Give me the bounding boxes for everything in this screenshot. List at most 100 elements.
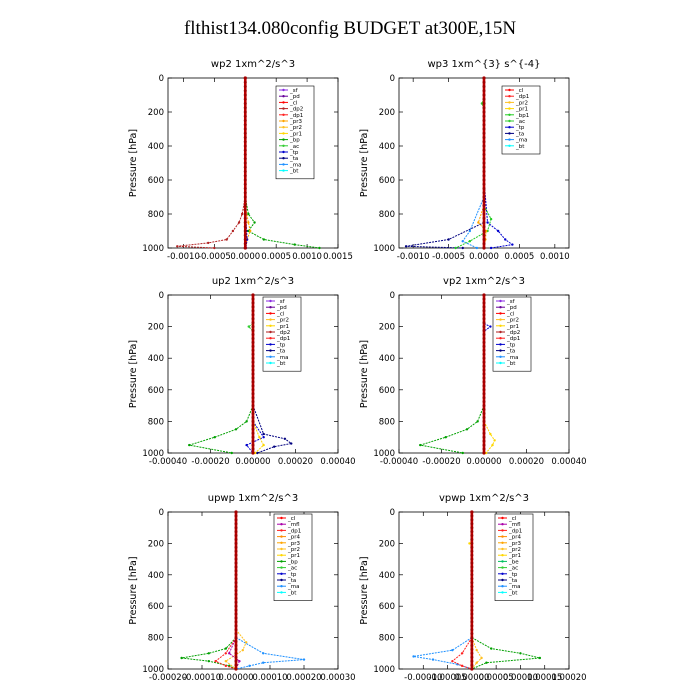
data-point (470, 577, 474, 581)
legend-marker (499, 343, 502, 346)
data-point (180, 656, 183, 660)
data-point (249, 229, 252, 233)
data-point (225, 238, 228, 241)
legend-label: _pr3 (289, 119, 303, 125)
data-point (243, 127, 247, 131)
data-point (504, 238, 507, 241)
data-point (470, 596, 474, 600)
legend-label: _pr1 (287, 553, 300, 559)
data-point (251, 451, 255, 455)
y-tick-label: 600 (379, 176, 395, 186)
data-point (482, 242, 486, 246)
x-tick-label: -0.00020 (191, 457, 229, 467)
data-point (482, 144, 486, 148)
legend-label: _dp2 (276, 330, 290, 336)
x-tick-label: 0.00020 (286, 673, 321, 683)
legend-label: _ta (508, 578, 517, 584)
data-point (234, 596, 238, 600)
data-point (243, 89, 247, 93)
data-point (404, 245, 408, 248)
data-point (234, 534, 238, 538)
legend-label: _bt (287, 590, 297, 596)
data-point (482, 102, 486, 105)
legend-marker (508, 101, 511, 104)
data-point (243, 157, 247, 161)
y-axis-label: Pressure [hPa] (359, 340, 370, 408)
legend-marker (282, 138, 285, 141)
data-point (489, 432, 492, 436)
legend-label: _pr1 (508, 553, 521, 559)
legend-label: _pd (276, 305, 287, 311)
data-point (465, 428, 469, 431)
data-point (234, 553, 238, 557)
legend-label: _pd (289, 94, 300, 100)
y-tick-label: 0 (390, 74, 395, 84)
data-point (243, 93, 247, 97)
data-point (470, 624, 474, 628)
legend-marker (499, 355, 502, 358)
data-point (234, 608, 238, 612)
data-point (251, 431, 255, 435)
y-tick-label: 400 (148, 571, 164, 581)
legend-label: _ma (506, 355, 518, 361)
figure-title: flthist134.080config BUDGET at300E,15N (183, 18, 517, 39)
data-point (243, 136, 247, 139)
x-tick-label: -0.00040 (149, 457, 187, 467)
panel-title: wp3 1xm^{3} s^{-4} (427, 59, 540, 70)
series-line-pr1 (252, 421, 265, 454)
x-tick-label: -0.00020 (422, 457, 460, 467)
legend-marker (282, 126, 285, 129)
x-tick-label: 0.0010 (292, 252, 322, 262)
data-point (482, 435, 486, 439)
legend-marker (499, 337, 502, 340)
data-point (243, 153, 247, 156)
data-point (482, 165, 486, 169)
data-point (243, 199, 247, 203)
legend-marker (508, 95, 511, 98)
legend-marker (499, 361, 502, 365)
data-point (251, 368, 255, 372)
data-point (470, 608, 474, 612)
data-point (460, 652, 464, 655)
y-tick-label: 600 (148, 386, 164, 396)
data-point (482, 199, 486, 203)
data-point (251, 301, 255, 305)
legend-marker (269, 299, 272, 303)
legend-marker (501, 529, 504, 532)
x-tick-label: 0.0005 (505, 252, 535, 262)
data-point (482, 161, 486, 165)
legend-label: _cl (515, 88, 524, 94)
data-point (482, 344, 486, 348)
data-point (251, 435, 255, 439)
data-point (470, 522, 474, 526)
data-point (243, 246, 247, 250)
data-point (461, 246, 464, 250)
legend-label: _ac (289, 144, 299, 150)
data-point (482, 136, 486, 139)
legend-marker (501, 560, 504, 563)
data-point (470, 534, 474, 538)
data-point (234, 620, 238, 624)
data-point (470, 655, 474, 659)
data-point (470, 659, 474, 663)
data-point (470, 561, 474, 565)
data-point (234, 624, 238, 628)
series-line-mfl (228, 637, 241, 670)
legend-label: _pr3 (508, 541, 522, 547)
data-point (484, 451, 488, 455)
data-point (475, 246, 479, 250)
x-tick-label: -0.00020 (149, 673, 187, 683)
legend-marker (282, 163, 285, 166)
data-point (470, 549, 474, 553)
data-point (470, 569, 474, 573)
data-point (482, 191, 486, 195)
legend-label: _cl (506, 311, 515, 317)
legend-marker (269, 361, 272, 365)
panel-4: vp2 1xm^2/s^3 Pressure [hPa] 0 200 400 600 800… (359, 276, 587, 467)
panel-title: up2 1xm^2/s^3 (212, 276, 294, 287)
legend-marker (280, 547, 283, 551)
data-point (243, 182, 247, 186)
legend-label: _pr2 (508, 547, 521, 553)
data-point (470, 585, 474, 589)
legend-label: _bp (287, 559, 298, 565)
